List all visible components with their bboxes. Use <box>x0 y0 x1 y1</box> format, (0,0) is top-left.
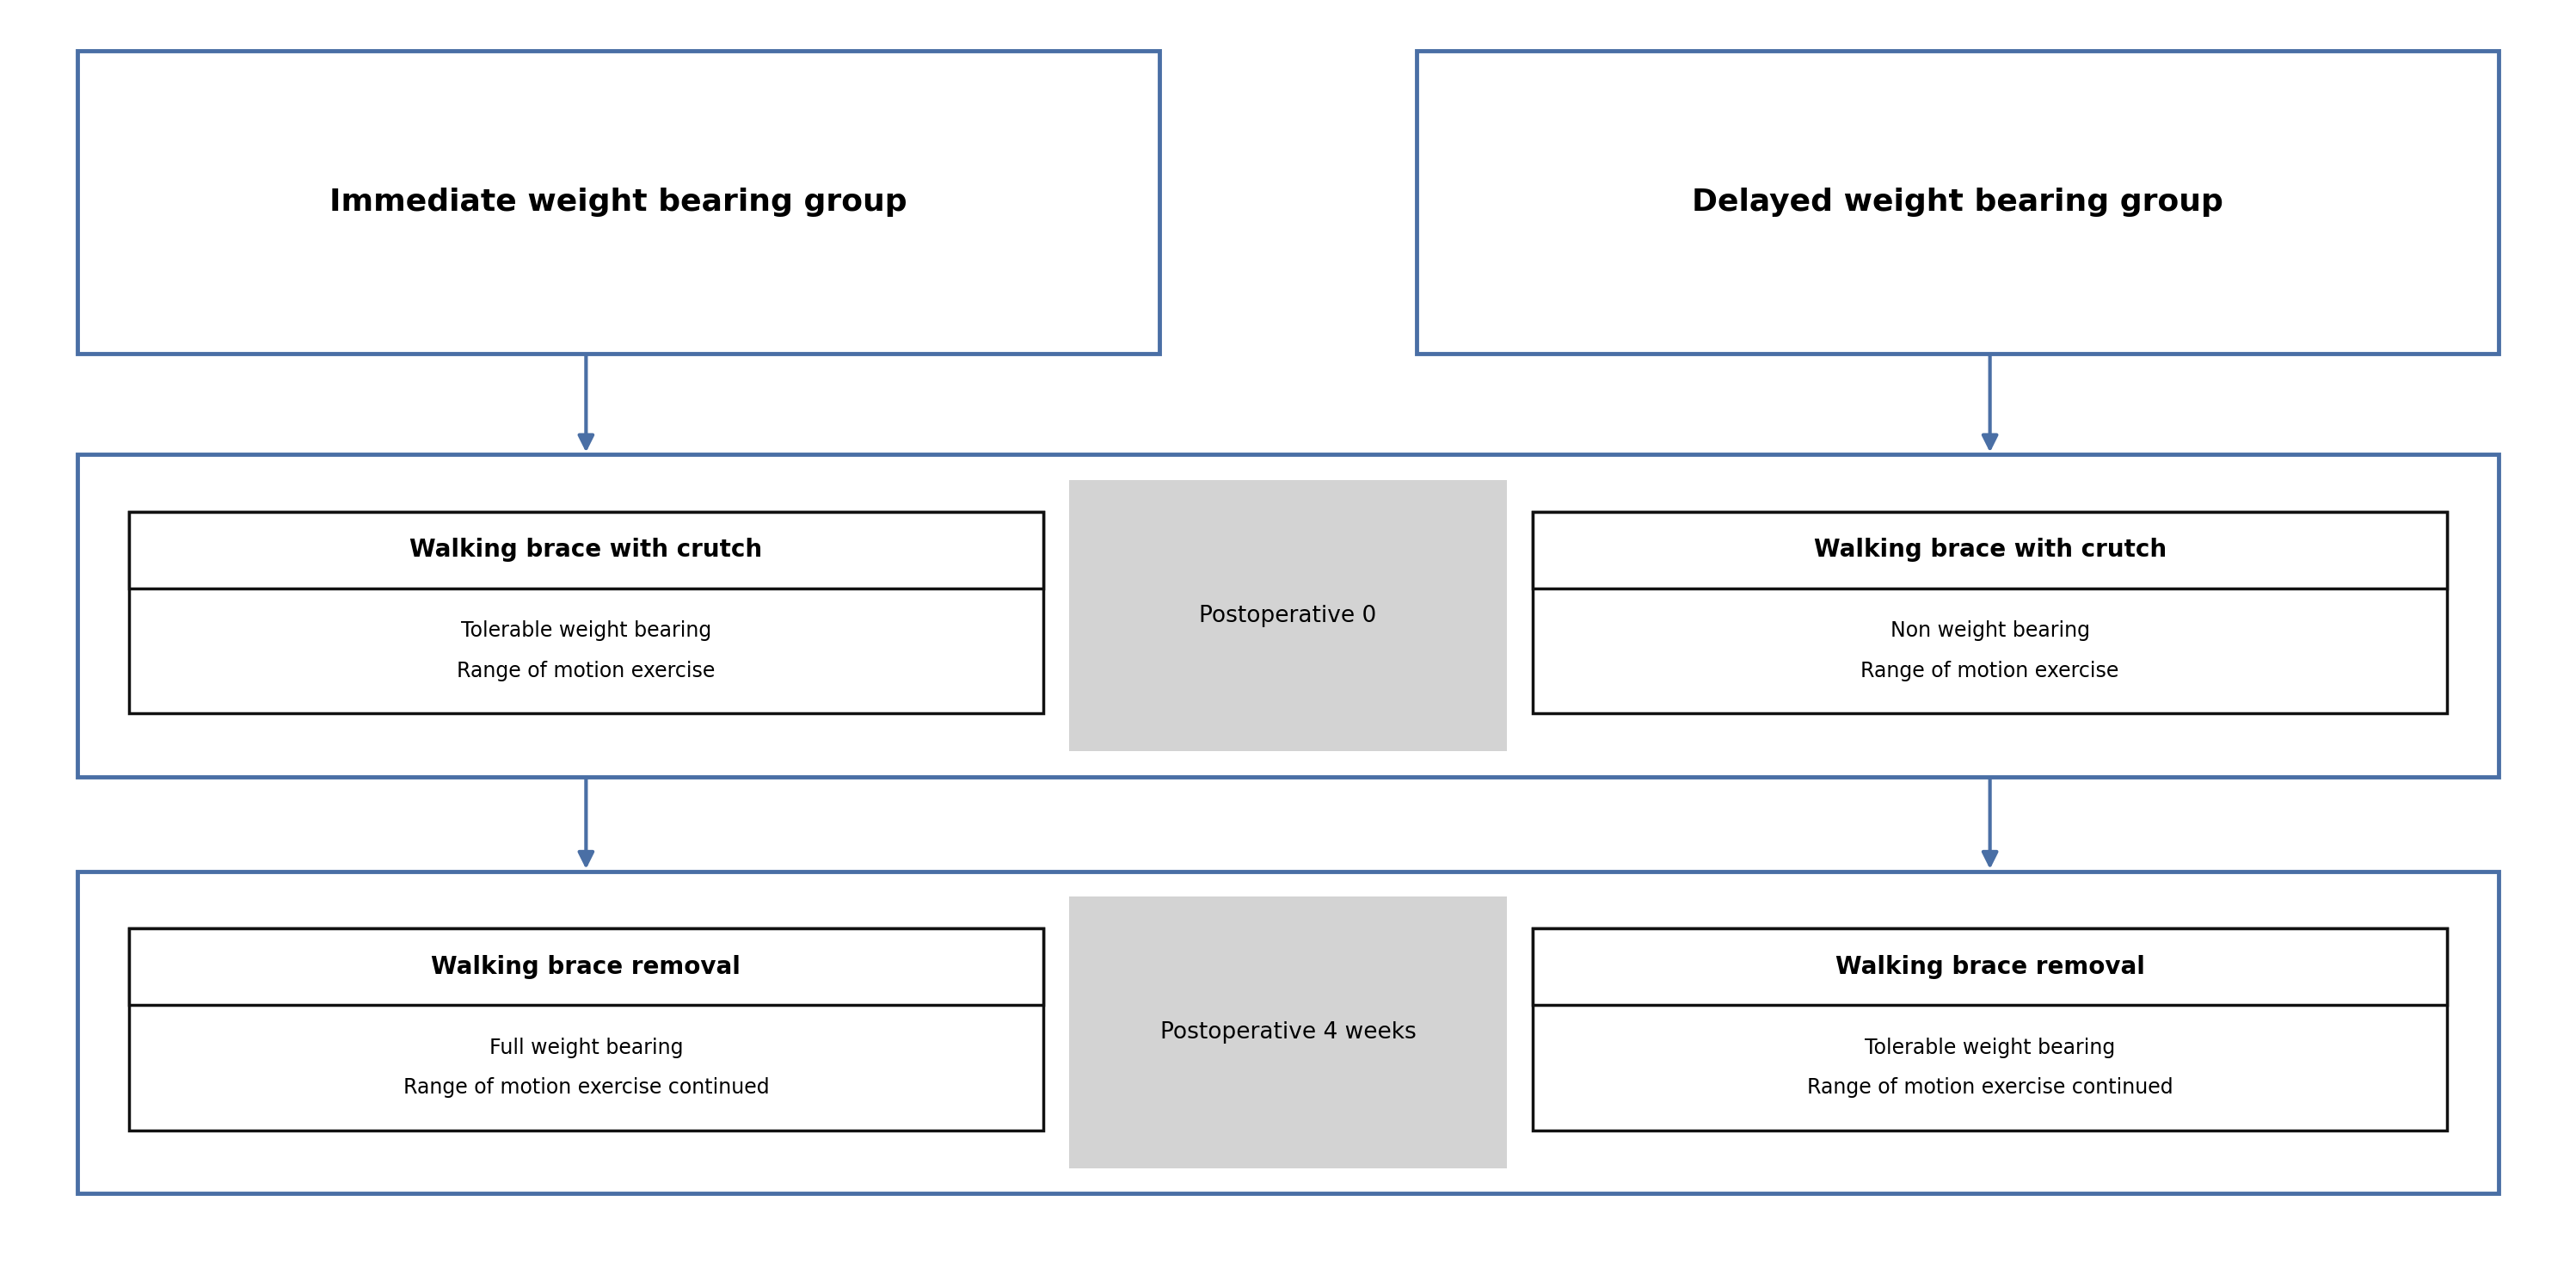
Bar <box>1533 928 2447 1005</box>
Text: Full weight bearing: Full weight bearing <box>489 1037 683 1058</box>
Bar <box>77 871 2499 1194</box>
Bar <box>77 455 2499 777</box>
Bar <box>129 512 1043 589</box>
Bar <box>129 928 1043 1005</box>
Text: Postoperative 0: Postoperative 0 <box>1200 605 1376 626</box>
Bar <box>1533 512 2447 589</box>
Text: Walking brace with crutch: Walking brace with crutch <box>1814 538 2166 562</box>
Text: Immediate weight bearing group: Immediate weight bearing group <box>330 187 907 217</box>
Bar <box>1417 51 2499 354</box>
Text: Walking brace with crutch: Walking brace with crutch <box>410 538 762 562</box>
Text: Delayed weight bearing group: Delayed weight bearing group <box>1692 187 2223 217</box>
Text: Walking brace removal: Walking brace removal <box>1834 955 2146 979</box>
Text: Range of motion exercise: Range of motion exercise <box>456 661 716 681</box>
Bar <box>77 51 1159 354</box>
Bar <box>129 928 1043 1130</box>
Text: Tolerable weight bearing: Tolerable weight bearing <box>461 620 711 642</box>
Bar <box>1533 928 2447 1130</box>
Text: Non weight bearing: Non weight bearing <box>1891 620 2089 642</box>
Bar <box>1069 480 1507 751</box>
Bar <box>1533 512 2447 714</box>
Text: Range of motion exercise: Range of motion exercise <box>1860 661 2120 681</box>
Text: Range of motion exercise continued: Range of motion exercise continued <box>402 1077 770 1098</box>
Text: Postoperative 4 weeks: Postoperative 4 weeks <box>1159 1022 1417 1043</box>
Bar <box>129 512 1043 714</box>
Text: Walking brace removal: Walking brace removal <box>430 955 742 979</box>
Text: Tolerable weight bearing: Tolerable weight bearing <box>1865 1037 2115 1058</box>
Bar <box>1069 897 1507 1168</box>
Text: Range of motion exercise continued: Range of motion exercise continued <box>1806 1077 2174 1098</box>
